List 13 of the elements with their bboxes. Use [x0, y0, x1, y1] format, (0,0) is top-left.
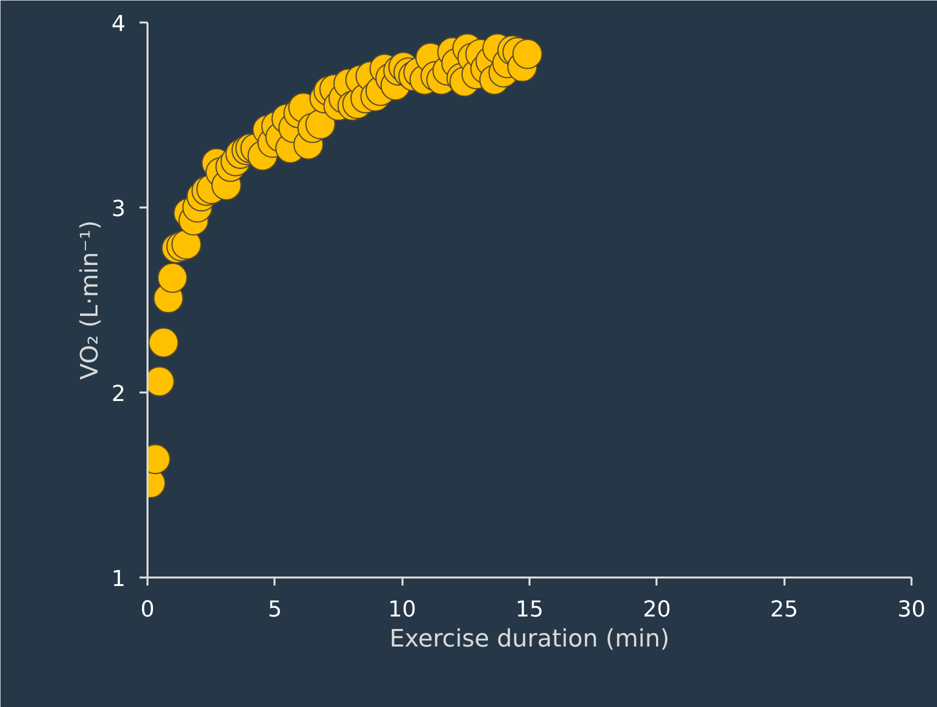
x-axis-title: Exercise duration (min): [389, 624, 670, 652]
y-axis-title: VO₂ (L·min⁻¹): [76, 220, 104, 380]
x-tick-label: 25: [770, 598, 798, 622]
y-tick-label: 1: [112, 567, 126, 592]
y-tick-label: 3: [112, 197, 126, 222]
x-tick-label: 10: [388, 598, 416, 622]
x-tick-label: 20: [642, 598, 671, 622]
x-tick-label: 15: [516, 598, 544, 622]
x-tick-label: 0: [140, 598, 154, 622]
y-tick-label: 2: [112, 382, 126, 407]
y-tick-label: 4: [112, 12, 126, 37]
x-tick-label: 30: [898, 598, 926, 622]
x-tick-label: 5: [268, 598, 282, 622]
